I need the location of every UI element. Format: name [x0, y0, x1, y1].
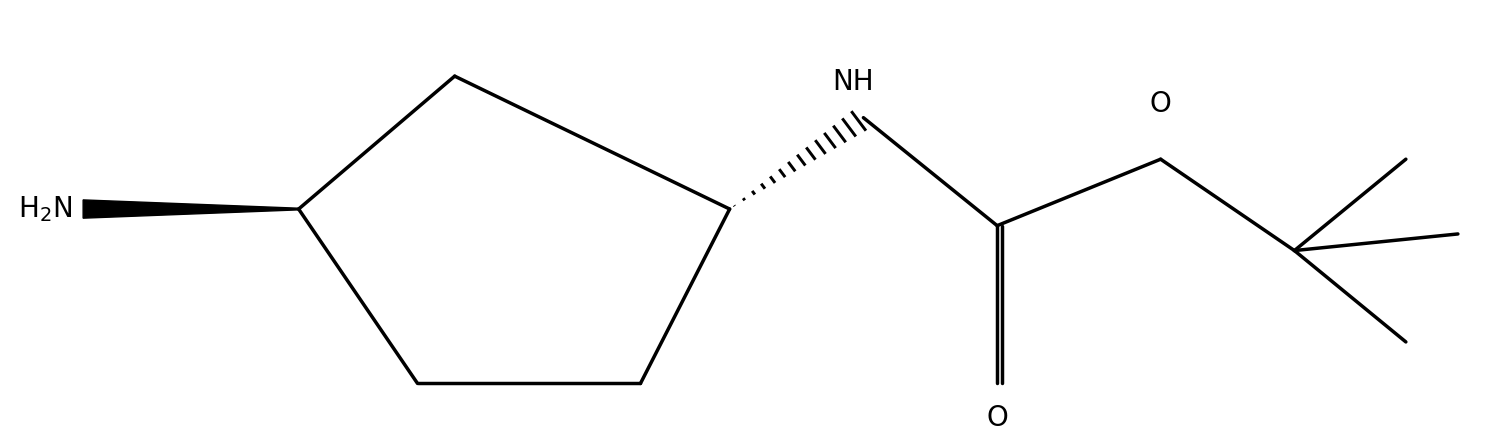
- Polygon shape: [83, 200, 299, 218]
- Text: H$_2$N: H$_2$N: [18, 194, 73, 224]
- Text: NH: NH: [832, 68, 874, 96]
- Text: O: O: [986, 404, 1008, 432]
- Text: O: O: [1150, 90, 1172, 118]
